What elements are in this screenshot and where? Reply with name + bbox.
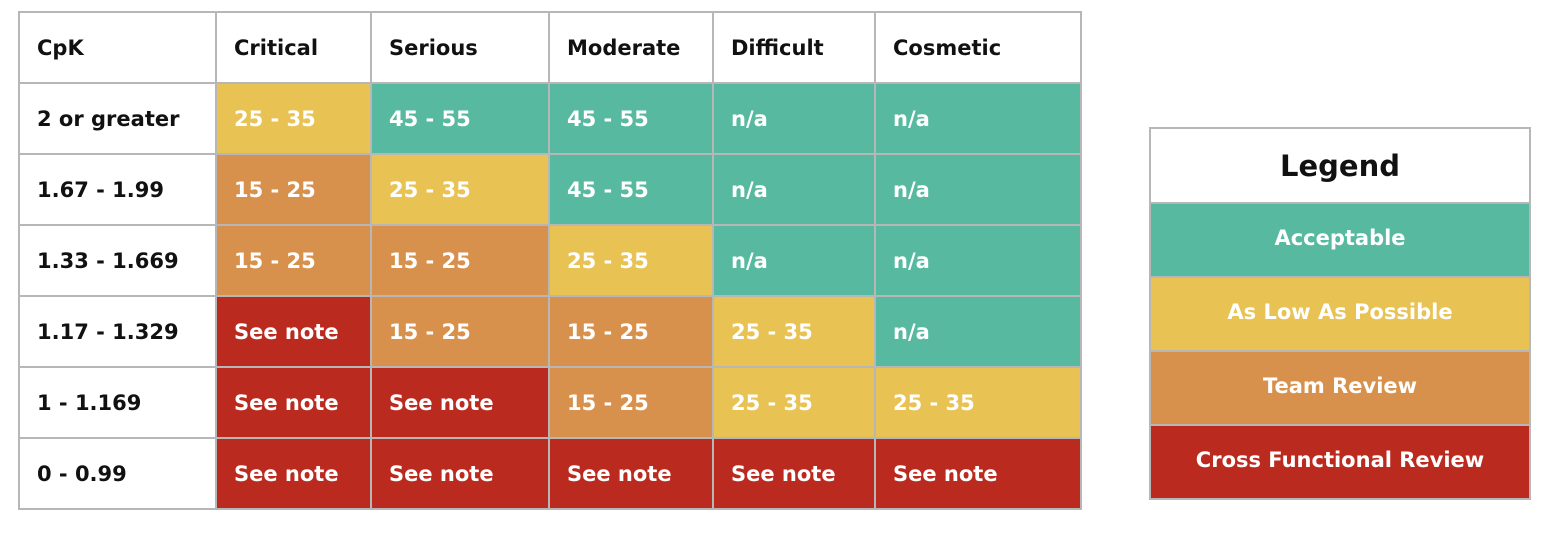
legend-body: Legend Acceptable As Low As Possible Team …	[1149, 127, 1531, 500]
legend-row: As Low As Possible	[1149, 276, 1531, 352]
table-cell: 15 - 25	[215, 153, 372, 226]
table-cell: n/a	[874, 82, 1082, 155]
table-row: 0 - 0.99 See note See note See note See note…	[18, 437, 1082, 510]
table-cell: See note	[548, 437, 714, 510]
table-cell: See note	[370, 437, 550, 510]
table-body: 2 or greater 25 - 35 45 - 55 45 - 55 n/a n/a 1…	[18, 82, 1082, 510]
table-cell: See note	[370, 366, 550, 439]
legend-row: Acceptable	[1149, 202, 1531, 278]
legend-item-cross: Cross Functional Review	[1149, 424, 1531, 500]
legend-item-acceptable: Acceptable	[1149, 202, 1531, 278]
row-header-cpk-range: 0 - 0.99	[18, 437, 217, 510]
column-header-difficult: Difficult	[712, 11, 876, 84]
table-cell: n/a	[712, 224, 876, 297]
table-cell: See note	[712, 437, 876, 510]
table-cell: 15 - 25	[370, 224, 550, 297]
row-header-cpk-range: 1.17 - 1.329	[18, 295, 217, 368]
legend-item-team: Team Review	[1149, 350, 1531, 426]
table-row: 1.17 - 1.329 See note 15 - 25 15 - 25 25 - 3…	[18, 295, 1082, 368]
table-cell: 45 - 55	[548, 153, 714, 226]
column-header-moderate: Moderate	[548, 11, 714, 84]
table-cell: n/a	[874, 224, 1082, 297]
table-cell: See note	[215, 437, 372, 510]
table-cell: 25 - 35	[712, 295, 876, 368]
row-header-cpk-range: 1.67 - 1.99	[18, 153, 217, 226]
table-cell: n/a	[874, 295, 1082, 368]
table-cell: See note	[215, 366, 372, 439]
column-header-cosmetic: Cosmetic	[874, 11, 1082, 84]
table-cell: 45 - 55	[548, 82, 714, 155]
table-cell: 25 - 35	[874, 366, 1082, 439]
table-cell: See note	[215, 295, 372, 368]
legend: Legend Acceptable As Low As Possible Team …	[1149, 127, 1531, 500]
table-row: 1 - 1.169 See note See note 15 - 25 25 - 35 2…	[18, 366, 1082, 439]
legend-title: Legend	[1149, 127, 1531, 204]
table-cell: 45 - 55	[370, 82, 550, 155]
table-cell: 25 - 35	[712, 366, 876, 439]
table-row: 1.67 - 1.99 15 - 25 25 - 35 45 - 55 n/a n/a	[18, 153, 1082, 226]
legend-row: Team Review	[1149, 350, 1531, 426]
legend-item-alap: As Low As Possible	[1149, 276, 1531, 352]
table-cell: 25 - 35	[370, 153, 550, 226]
table-cell: n/a	[874, 153, 1082, 226]
cpk-severity-table: CpK Critical Serious Moderate Difficult …	[18, 11, 1082, 510]
table-cell: 15 - 25	[548, 366, 714, 439]
column-header-serious: Serious	[370, 11, 550, 84]
row-header-cpk-range: 1 - 1.169	[18, 366, 217, 439]
table-cell: n/a	[712, 82, 876, 155]
column-header-cpk: CpK	[18, 11, 217, 84]
table-cell: n/a	[712, 153, 876, 226]
column-header-critical: Critical	[215, 11, 372, 84]
table-row: 1.33 - 1.669 15 - 25 15 - 25 25 - 35 n/a n/a	[18, 224, 1082, 297]
table-cell: 25 - 35	[548, 224, 714, 297]
table-cell: 15 - 25	[370, 295, 550, 368]
legend-row: Cross Functional Review	[1149, 424, 1531, 500]
row-header-cpk-range: 1.33 - 1.669	[18, 224, 217, 297]
table-cell: See note	[874, 437, 1082, 510]
table-cell: 25 - 35	[215, 82, 372, 155]
row-header-cpk-range: 2 or greater	[18, 82, 217, 155]
legend-title-row: Legend	[1149, 127, 1531, 204]
table-row: 2 or greater 25 - 35 45 - 55 45 - 55 n/a n/a	[18, 82, 1082, 155]
table-cell: 15 - 25	[548, 295, 714, 368]
table-header-row: CpK Critical Serious Moderate Difficult …	[18, 11, 1082, 84]
table-cell: 15 - 25	[215, 224, 372, 297]
